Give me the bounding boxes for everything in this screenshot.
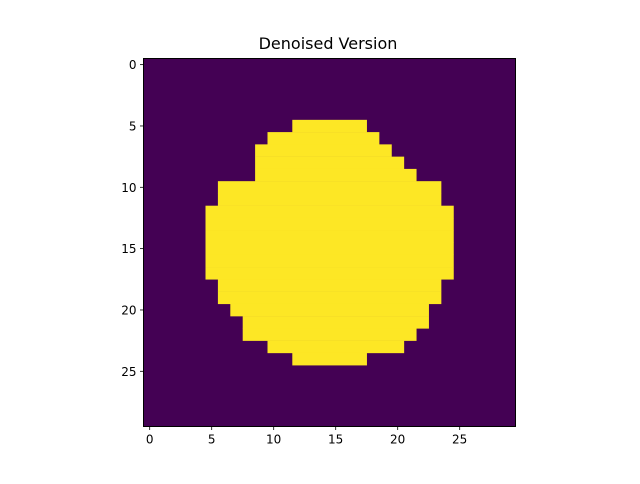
chart-title: Denoised Version [259,34,398,53]
heatmap-foreground-row-11 [217,193,442,206]
heatmap-foreground-row-18 [217,279,442,292]
heatmap-foreground-row-9 [255,168,417,182]
heatmap-foreground-row-19 [217,291,442,305]
y-tick-label-0: 0 [129,58,137,72]
x-tick-label-15: 15 [328,433,343,447]
y-axis: 0 5 10 15 20 25 [121,58,144,379]
heatmap-foreground-row-13 [205,217,454,231]
y-tick-label-10: 10 [121,181,136,195]
heatmap-foreground-row-23 [267,340,405,354]
heatmap-foreground-row-6 [267,132,380,145]
y-tick-label-15: 15 [121,242,136,256]
heatmap-foreground-row-22 [242,328,417,341]
heatmap-foreground-row-12 [205,205,454,219]
x-tick-label-5: 5 [208,433,216,447]
x-tick-label-0: 0 [146,433,154,447]
heatmap-foreground-row-7 [255,144,392,157]
heatmap-foreground-row-24 [292,352,367,366]
heatmap-foreground-row-15 [205,242,454,256]
x-axis: 0 5 10 15 20 25 [146,426,467,447]
heatmap-foreground-row-20 [230,303,429,317]
heatmap-foreground-row-17 [205,267,454,280]
y-tick-label-5: 5 [129,119,137,133]
x-tick-label-20: 20 [390,433,405,447]
heatmap-foreground-row-5 [292,119,367,133]
heatmap-foreground-row-14 [205,230,454,243]
y-tick-label-25: 25 [121,365,136,379]
heatmap-foreground-row-21 [242,316,429,329]
y-tick-label-20: 20 [121,303,136,317]
heatmap-foreground-row-10 [217,181,442,194]
x-tick-label-25: 25 [452,433,467,447]
heatmap-foreground-row-8 [255,156,405,170]
heatmap-cells [143,58,516,427]
heatmap-foreground-row-16 [205,254,454,268]
x-tick-label-10: 10 [266,433,281,447]
plot-frame [143,58,516,427]
